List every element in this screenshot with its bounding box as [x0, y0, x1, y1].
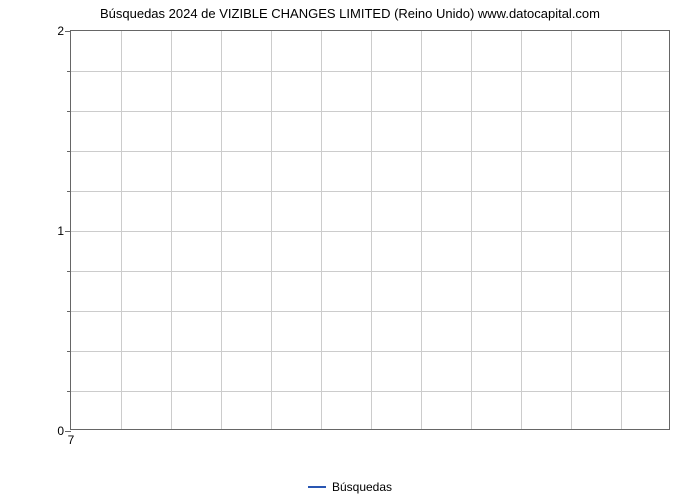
ytick-minor	[67, 71, 71, 72]
ytick-minor	[67, 351, 71, 352]
ytick-minor	[67, 271, 71, 272]
gridline-horizontal	[71, 311, 669, 312]
ytick-minor	[67, 191, 71, 192]
gridline-vertical	[221, 31, 222, 429]
gridline-vertical	[471, 31, 472, 429]
ytick-label: 1	[46, 224, 64, 238]
gridline-vertical	[421, 31, 422, 429]
gridline-horizontal	[71, 351, 669, 352]
ytick-major	[65, 31, 71, 32]
gridline-vertical	[321, 31, 322, 429]
gridline-horizontal	[71, 391, 669, 392]
legend-line-icon	[308, 486, 326, 488]
gridline-vertical	[271, 31, 272, 429]
gridline-vertical	[521, 31, 522, 429]
gridline-vertical	[621, 31, 622, 429]
legend: Búsquedas	[0, 479, 700, 494]
xtick-label: 7	[68, 433, 75, 447]
legend-label: Búsquedas	[332, 480, 392, 494]
gridline-horizontal	[71, 151, 669, 152]
ytick-label: 2	[46, 24, 64, 38]
ytick-major	[65, 431, 71, 432]
gridline-vertical	[571, 31, 572, 429]
gridline-vertical	[371, 31, 372, 429]
chart-title: Búsquedas 2024 de VIZIBLE CHANGES LIMITE…	[0, 0, 700, 21]
ytick-minor	[67, 151, 71, 152]
gridline-horizontal	[71, 191, 669, 192]
ytick-minor	[67, 391, 71, 392]
gridline-horizontal	[71, 71, 669, 72]
gridline-vertical	[121, 31, 122, 429]
plot-area: 0127	[70, 30, 670, 430]
gridline-vertical	[171, 31, 172, 429]
ytick-label: 0	[46, 424, 64, 438]
ytick-minor	[67, 311, 71, 312]
ytick-minor	[67, 111, 71, 112]
gridline-horizontal	[71, 271, 669, 272]
ytick-major	[65, 231, 71, 232]
gridline-horizontal	[71, 111, 669, 112]
gridline-horizontal	[71, 231, 669, 232]
chart-container: 0127	[70, 30, 670, 445]
